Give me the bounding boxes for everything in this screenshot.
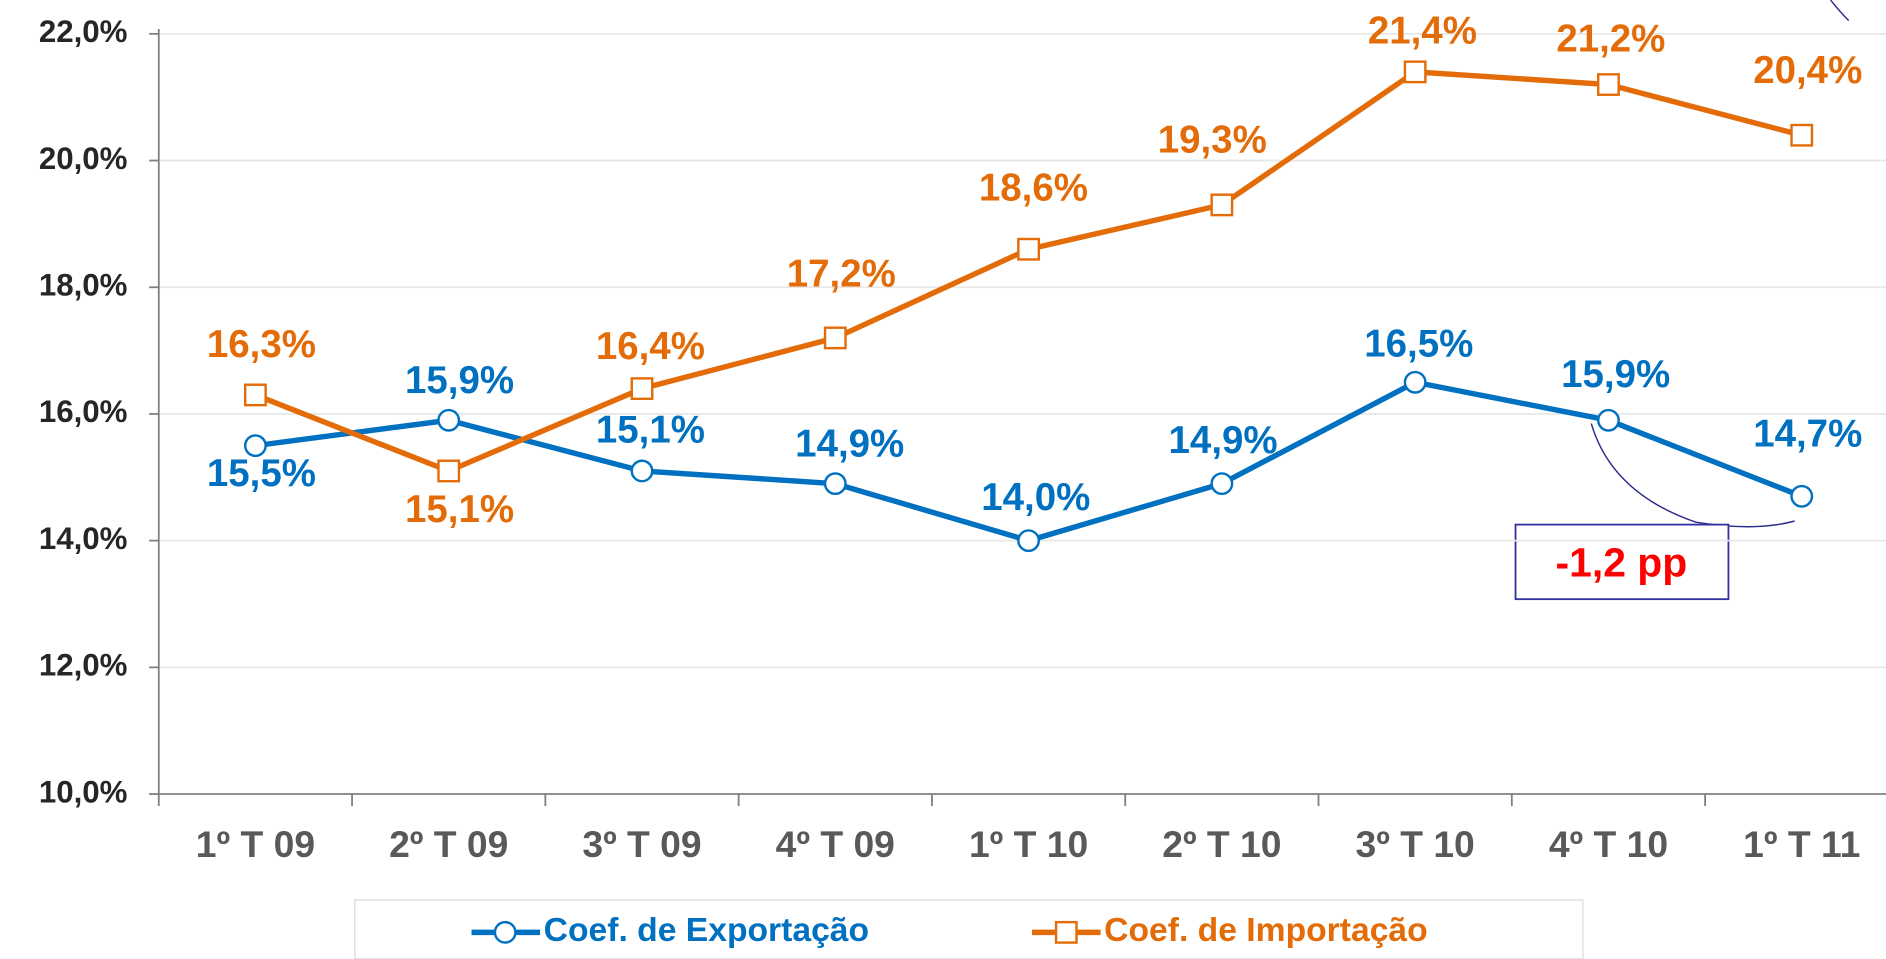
point	[823, 472, 847, 496]
x-tick-label: 1º T 11	[1743, 823, 1860, 865]
point	[1210, 193, 1234, 217]
y-tick-label: 10,0%	[39, 774, 128, 809]
data-label: 20,4%	[1753, 49, 1862, 92]
y-tick-label: 12,0%	[39, 648, 128, 683]
data-label: 18,6%	[979, 166, 1088, 209]
data-label: 21,4%	[1368, 10, 1477, 53]
point	[823, 326, 847, 350]
data-label: 19,3%	[1158, 119, 1267, 162]
y-tick-label: 14,0%	[39, 521, 128, 556]
point	[1597, 408, 1620, 432]
data-label: 14,0%	[981, 476, 1090, 519]
x-tick-label: 2º T 09	[389, 823, 508, 865]
x-tick-label: 3º T 09	[582, 823, 701, 865]
point	[630, 377, 654, 401]
x-tick-label: 4º T 10	[1549, 823, 1668, 865]
point	[1017, 237, 1041, 261]
annotation-arc	[1830, 0, 1850, 22]
point	[437, 459, 461, 483]
x-tick-label: 3º T 10	[1356, 823, 1475, 865]
data-label: 14,9%	[795, 423, 904, 466]
legend-label: Coef. de Exportação	[544, 912, 869, 949]
data-label: 16,4%	[596, 325, 705, 368]
legend-marker	[493, 920, 517, 944]
x-tick-label: 1º T 09	[196, 823, 315, 865]
point	[243, 434, 267, 458]
data-label: 15,9%	[1561, 353, 1670, 396]
legend-label: Coef. de Importação	[1104, 912, 1428, 949]
annotation-box	[1514, 523, 1730, 601]
point	[243, 383, 267, 407]
data-label: 16,3%	[207, 323, 316, 366]
legend-marker	[1054, 920, 1078, 944]
y-tick-label: 22,0%	[39, 14, 128, 49]
annotation: -1,2 pp	[1556, 539, 1688, 585]
x-tick-label: 2º T 10	[1162, 823, 1281, 865]
data-label: 16,5%	[1364, 322, 1473, 365]
point	[1403, 370, 1427, 394]
point	[1017, 529, 1041, 553]
legend-box	[354, 899, 1584, 959]
data-label: 15,9%	[405, 359, 514, 402]
point	[437, 408, 461, 432]
point	[1597, 73, 1620, 96]
data-label: 21,2%	[1556, 17, 1665, 60]
data-label: 15,1%	[596, 409, 705, 452]
y-tick-label: 16,0%	[39, 394, 128, 429]
y-tick-label: 18,0%	[39, 268, 128, 303]
point	[630, 459, 654, 483]
data-label: 14,9%	[1169, 419, 1278, 462]
point	[1403, 60, 1427, 84]
data-label: 17,2%	[787, 253, 896, 296]
annotation-arc	[1590, 423, 1795, 528]
x-tick-label: 1º T 10	[969, 823, 1088, 865]
data-label: 15,5%	[207, 452, 316, 495]
y-tick-label: 20,0%	[39, 141, 128, 176]
point	[1790, 484, 1814, 508]
point	[1210, 472, 1234, 496]
point	[1790, 123, 1814, 147]
data-label: 14,7%	[1753, 412, 1862, 455]
data-label: 15,1%	[405, 488, 514, 531]
x-tick-label: 4º T 09	[776, 823, 895, 865]
